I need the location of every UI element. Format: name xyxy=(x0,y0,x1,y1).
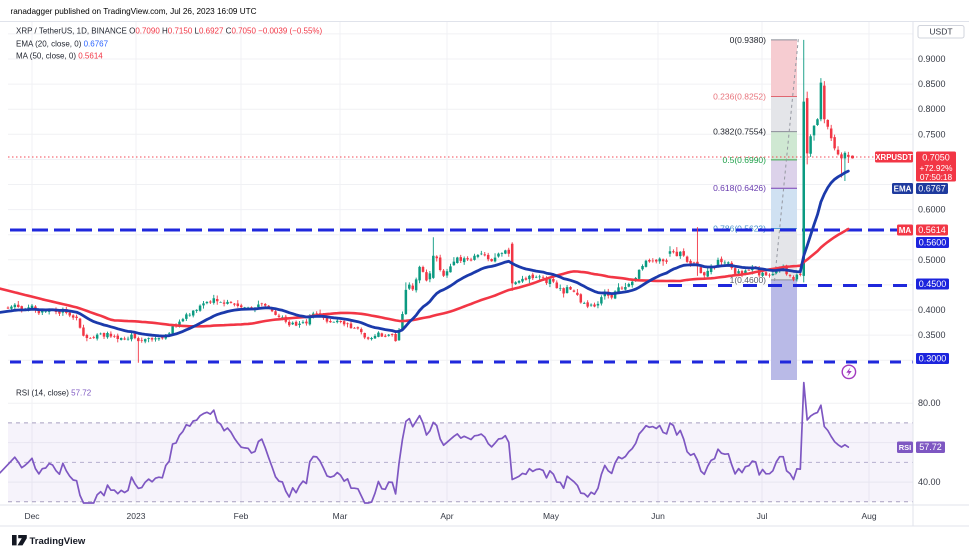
svg-text:USDT: USDT xyxy=(929,27,952,37)
svg-text:Jul: Jul xyxy=(757,511,768,521)
svg-text:EMA: EMA xyxy=(894,185,912,194)
svg-text:EMA (20, close, 0) 0.6767: EMA (20, close, 0) 0.6767 xyxy=(16,40,109,49)
svg-text:Aug: Aug xyxy=(861,511,876,521)
svg-text:Apr: Apr xyxy=(440,511,453,521)
svg-text:07:50:18: 07:50:18 xyxy=(920,172,953,182)
svg-text:Dec: Dec xyxy=(24,511,40,521)
svg-text:XRPUSDT: XRPUSDT xyxy=(875,153,912,162)
svg-text:MA (50, close, 0) 0.5614: MA (50, close, 0) 0.5614 xyxy=(16,52,103,61)
svg-text:0.9000: 0.9000 xyxy=(918,54,946,64)
svg-text:0.5(0.6990): 0.5(0.6990) xyxy=(723,155,767,165)
svg-text:0.3500: 0.3500 xyxy=(918,330,946,340)
svg-text:0.4500: 0.4500 xyxy=(919,279,947,289)
svg-text:0.8500: 0.8500 xyxy=(918,79,946,89)
svg-text:0.7050: 0.7050 xyxy=(922,153,950,163)
svg-text:RSI: RSI xyxy=(899,443,912,452)
svg-text:0.5000: 0.5000 xyxy=(918,255,946,265)
svg-text:ranadagger published on Tradin: ranadagger published on TradingView.com,… xyxy=(11,7,257,16)
svg-text:0.8000: 0.8000 xyxy=(918,104,946,114)
svg-text:Mar: Mar xyxy=(333,511,348,521)
svg-text:57.72: 57.72 xyxy=(919,442,942,452)
svg-text:XRP / TetherUS, 1D, BINANCE O0: XRP / TetherUS, 1D, BINANCE O0.7090 H0.7… xyxy=(16,27,323,36)
svg-text:1(0.4600): 1(0.4600) xyxy=(730,275,767,285)
svg-text:0.5614: 0.5614 xyxy=(918,225,946,235)
svg-text:0.7500: 0.7500 xyxy=(918,129,946,139)
svg-text:80.00: 80.00 xyxy=(918,398,941,408)
svg-text:0.3000: 0.3000 xyxy=(919,354,947,364)
svg-text:+72.92%: +72.92% xyxy=(920,163,954,173)
svg-text:0.382(0.7554): 0.382(0.7554) xyxy=(713,127,766,137)
svg-text:0.618(0.6426): 0.618(0.6426) xyxy=(713,183,766,193)
svg-text:TradingView: TradingView xyxy=(30,536,86,547)
svg-text:0.6000: 0.6000 xyxy=(918,205,946,215)
svg-text:0.236(0.8252): 0.236(0.8252) xyxy=(713,92,766,102)
svg-text:2023: 2023 xyxy=(127,511,146,521)
svg-text:0.6767: 0.6767 xyxy=(918,184,946,194)
svg-text:0.5600: 0.5600 xyxy=(919,238,947,248)
svg-text:0(0.9380): 0(0.9380) xyxy=(730,35,767,45)
svg-text:May: May xyxy=(543,511,560,521)
svg-text:0.4000: 0.4000 xyxy=(918,305,946,315)
svg-text:RSI (14, close) 57.72: RSI (14, close) 57.72 xyxy=(16,389,92,398)
svg-text:MA: MA xyxy=(899,226,912,235)
svg-text:Feb: Feb xyxy=(234,511,249,521)
svg-text:Jun: Jun xyxy=(651,511,665,521)
svg-text:40.00: 40.00 xyxy=(918,477,941,487)
